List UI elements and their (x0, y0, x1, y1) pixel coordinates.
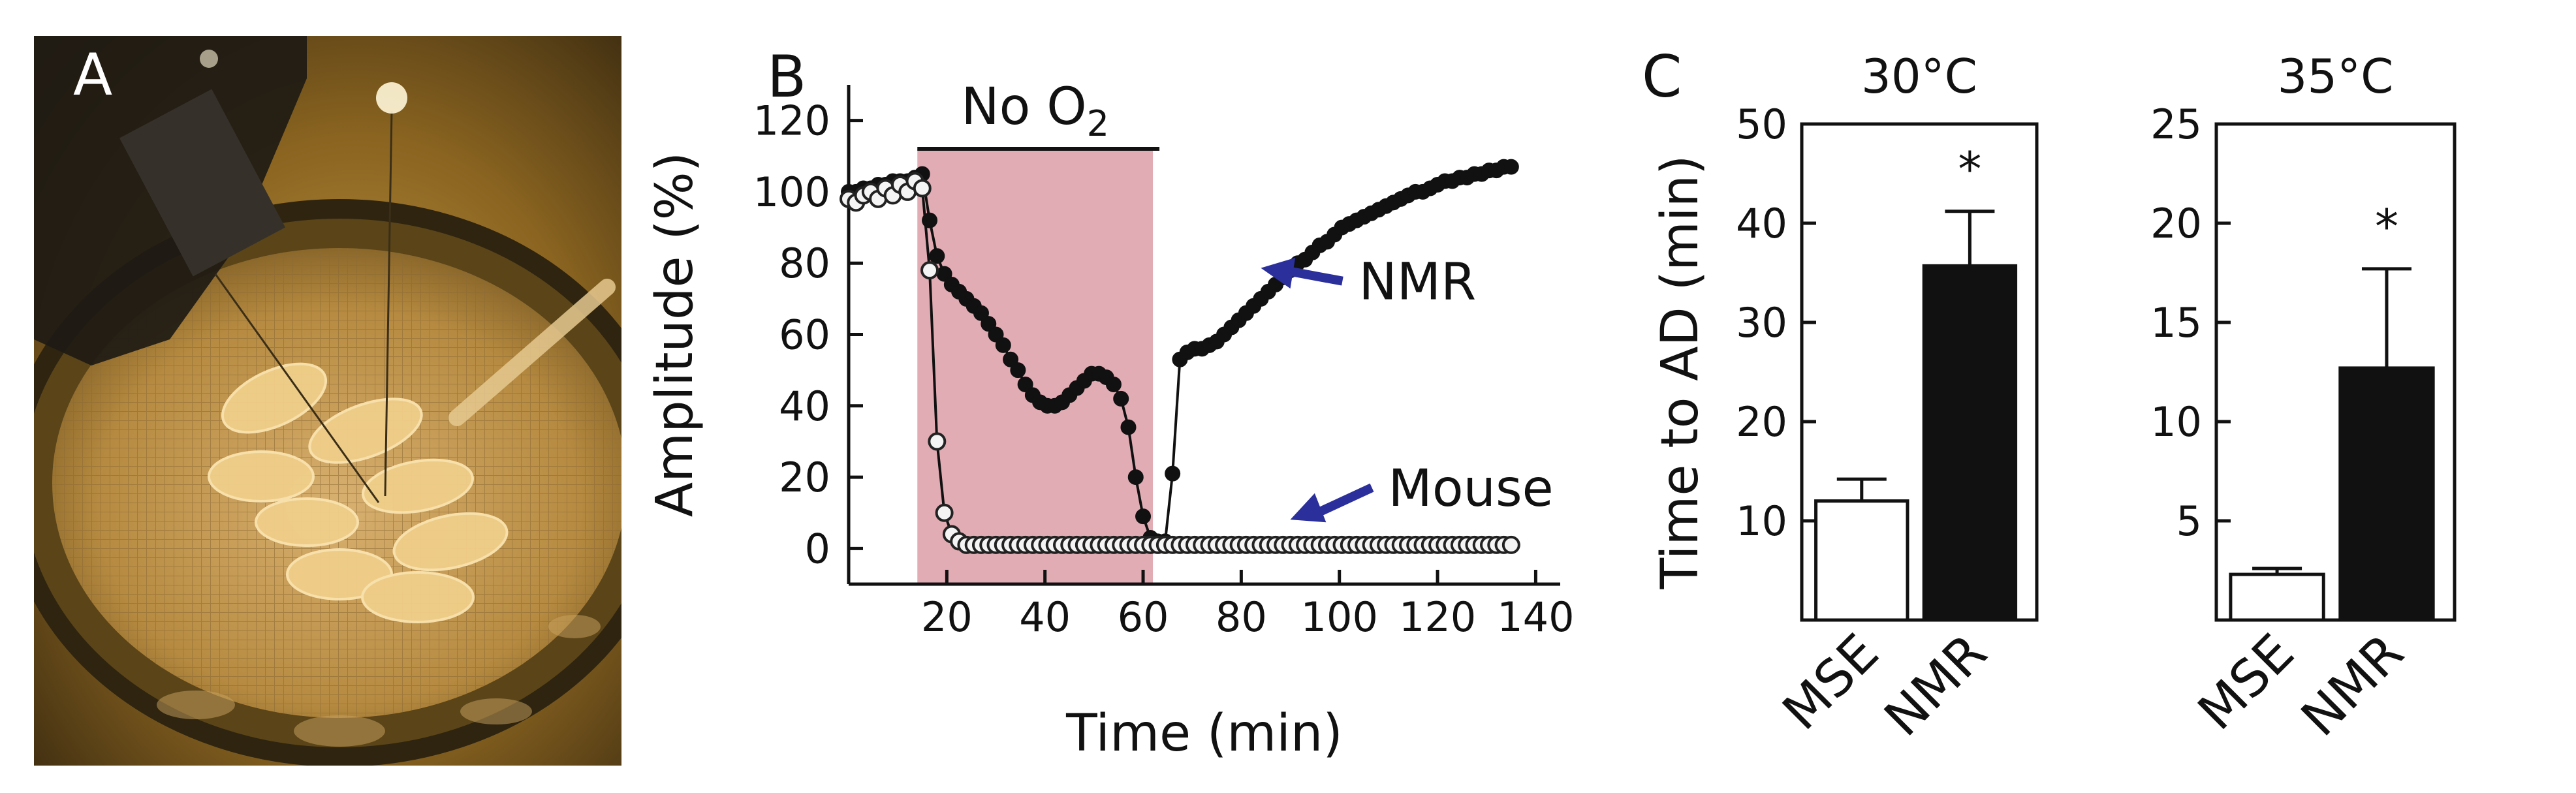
point-nmr (988, 326, 1004, 343)
chart-title: 35°C (2278, 49, 2394, 104)
b-x-tick-label: 60 (1118, 593, 1169, 641)
panel-c-left-chart: 30°C 10 20 30 40 50 Time to AD (min) MSE * NMR (1651, 49, 2039, 748)
category-label-nmr: NMR (1874, 623, 1998, 748)
bar-nmr (2338, 366, 2435, 622)
panel-b-chart: B No O2 0 20 40 60 80 100 120 20 40 60 80 100 120 140… (646, 43, 1575, 763)
b-y-tick-label: 80 (779, 240, 830, 287)
point-nmr (1003, 351, 1019, 367)
point-nmr (1135, 508, 1152, 525)
point-nmr (1105, 377, 1122, 392)
b-y-tick-label: 120 (753, 97, 830, 145)
annotation-arrowhead-mouse (1290, 493, 1327, 523)
b-y-tick-label: 60 (779, 311, 830, 359)
frame (1800, 122, 2039, 622)
category-label-mse: MSE (1772, 623, 1890, 741)
y-tick-label: 25 (2150, 101, 2202, 148)
tissue-slices (208, 362, 509, 623)
panel-b-letter: B (767, 43, 806, 110)
b-x-tick-label: 80 (1216, 593, 1267, 641)
b-x-tick-label: 100 (1301, 593, 1378, 641)
no-o2-shaded-region (917, 149, 1154, 584)
electrode-2 (214, 273, 380, 503)
no-o2-label: No O2 (961, 78, 1109, 144)
category-label-mse: MSE (2187, 623, 2305, 741)
b-x-tick-label: 20 (921, 593, 973, 641)
no-o2-label-prefix: No O (961, 78, 1086, 136)
panel-a-letter: A (73, 41, 112, 108)
b-y-tick-label: 20 (779, 454, 830, 501)
electrode-1 (384, 110, 393, 497)
b-y-axis-label: Amplitude (%) (646, 152, 704, 517)
y-tick-label: 10 (2150, 398, 2202, 446)
point-nmr (973, 305, 989, 321)
y-tick-label: 15 (2150, 299, 2202, 347)
chart-title: 30°C (1861, 49, 1977, 104)
y-tick-label: 30 (1736, 299, 1787, 347)
b-x-tick-label: 140 (1497, 593, 1574, 641)
dish-mesh (52, 248, 621, 718)
annotation-label-mouse: Mouse (1389, 459, 1554, 518)
panel-b-annotations: NMR Mouse (1261, 253, 1554, 523)
point-nmr (1010, 362, 1026, 379)
point-nmr (981, 316, 997, 332)
point-nmr (1503, 159, 1519, 175)
point-mouse (1501, 535, 1520, 554)
point-mouse (928, 432, 947, 451)
significance-marker: * (2375, 199, 2398, 254)
b-x-tick-label: 120 (1399, 593, 1476, 641)
point-nmr (1120, 419, 1137, 435)
b-x-tick-label: 40 (1019, 593, 1071, 641)
panel-a-photo (34, 36, 621, 766)
y-tick-label: 10 (1736, 497, 1787, 545)
point-nmr (1165, 465, 1181, 482)
point-nmr (1017, 377, 1033, 392)
point-nmr (995, 337, 1011, 353)
y-tick-label: 20 (1736, 398, 1787, 446)
point-nmr (929, 248, 945, 264)
y-tick-label: 50 (1736, 101, 1787, 148)
point-nmr (1127, 469, 1144, 486)
b-y-tick-label: 40 (779, 382, 830, 430)
significance-marker: * (1958, 142, 1981, 196)
point-nmr (1113, 390, 1129, 407)
bar-mse (1814, 499, 1909, 622)
frame (2214, 122, 2457, 622)
annotation-label-nmr: NMR (1359, 253, 1476, 312)
b-y-tick-label: 0 (805, 525, 830, 572)
category-label-nmr: NMR (2291, 623, 2415, 748)
perfusion-tube (448, 279, 616, 426)
b-x-axis-label: Time (min) (1065, 704, 1343, 763)
point-mouse (920, 261, 939, 280)
panel-c-letter: C (1642, 43, 1682, 110)
bar-nmr (1922, 264, 2018, 622)
panel-c-right-chart: 35°C 5 10 15 20 25 MSE * NMR (2150, 49, 2457, 748)
no-o2-label-subscript: 2 (1087, 103, 1109, 144)
point-mouse (935, 503, 954, 522)
b-y-tick-label: 100 (753, 168, 830, 216)
y-tick-label: 20 (2150, 200, 2202, 247)
y-tick-label: 40 (1736, 200, 1787, 247)
y-axis-label: Time to AD (min) (1651, 155, 1710, 590)
bar-mse (2229, 572, 2325, 622)
panel-b-series (840, 159, 1520, 554)
y-tick-label: 5 (2176, 497, 2202, 545)
annotation-arrowhead-nmr (1261, 257, 1296, 289)
point-mouse (913, 179, 932, 198)
panel-b-axes: 0 20 40 60 80 100 120 20 40 60 80 100 120 140 Time (mi… (646, 85, 1575, 763)
